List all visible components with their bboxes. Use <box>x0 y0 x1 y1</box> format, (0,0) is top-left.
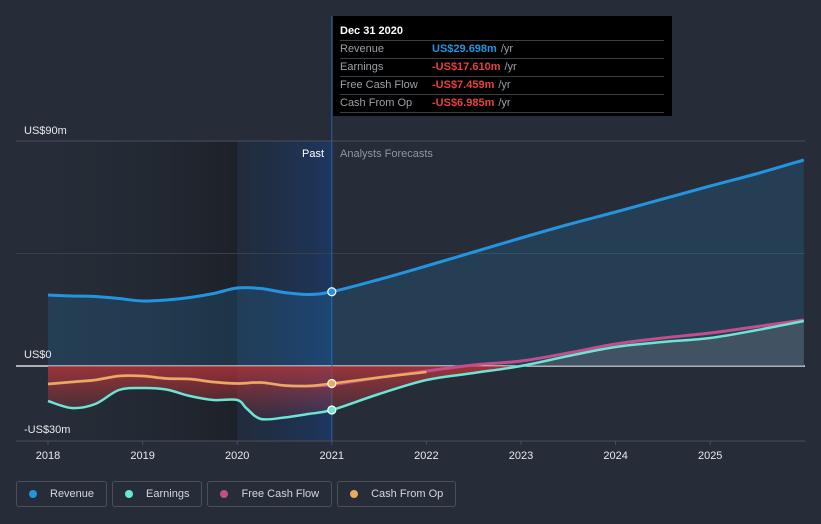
x-tick-label: 2023 <box>509 450 533 462</box>
tooltip-date: Dec 31 2020 <box>340 24 664 41</box>
cash-from-op-marker <box>327 378 337 389</box>
legend: Revenue Earnings Free Cash Flow Cash Fro… <box>16 481 457 507</box>
tooltip-row-unit: /yr <box>498 79 511 91</box>
forecast-label: Analysts Forecasts <box>340 148 433 160</box>
chart-area: US$90m US$0 -US$30m Past Analysts Foreca… <box>16 16 805 462</box>
y-tick-label: US$90m <box>24 125 67 137</box>
tooltip-row-earnings: Earnings -US$17.610m /yr <box>340 59 664 77</box>
legend-dot-icon <box>29 490 37 498</box>
tooltip-row-free-cash-flow: Free Cash Flow -US$7.459m /yr <box>340 77 664 95</box>
tooltip-row-unit: /yr <box>504 61 517 73</box>
x-tick-label: 2019 <box>130 450 154 462</box>
earnings-marker <box>327 405 337 415</box>
legend-label: Free Cash Flow <box>241 488 320 500</box>
positive-earnings-area <box>521 321 804 366</box>
x-tick-label: 2018 <box>36 450 60 462</box>
earnings-line <box>47 319 805 421</box>
tooltip-row-value: -US$6.985m <box>432 97 495 109</box>
cash-from-op-line <box>47 370 427 388</box>
x-tick-label: 2022 <box>414 450 438 462</box>
y-tick-label: -US$30m <box>24 424 70 436</box>
legend-item-free-cash-flow[interactable]: Free Cash Flow <box>207 481 333 507</box>
x-tick-label: 2020 <box>225 450 249 462</box>
tooltip: Dec 31 2020 Revenue US$29.698m /yr Earni… <box>333 16 672 116</box>
tooltip-row-unit: /yr <box>500 43 514 55</box>
x-tick-label: 2025 <box>698 450 722 462</box>
tooltip-row-cash-from-op: Cash From Op -US$6.985m /yr <box>340 95 664 113</box>
legend-label: Revenue <box>50 488 95 500</box>
revenue-line <box>47 158 805 303</box>
legend-item-cash-from-op[interactable]: Cash From Op <box>337 481 457 507</box>
x-tick-label: 2021 <box>320 450 344 462</box>
tooltip-row-unit: /yr <box>498 97 511 109</box>
x-tick-label: 2024 <box>603 450 627 462</box>
legend-dot-icon <box>220 490 229 498</box>
tooltip-row-value: -US$17.610m <box>432 61 501 73</box>
legend-label: Cash From Op <box>371 488 444 500</box>
tooltip-row-label: Free Cash Flow <box>340 79 418 91</box>
tooltip-row-label: Earnings <box>340 61 384 73</box>
legend-dot-icon <box>125 490 134 498</box>
tooltip-row-value: US$29.698m <box>432 43 497 55</box>
legend-item-earnings[interactable]: Earnings <box>112 481 203 507</box>
y-tick-label: US$0 <box>24 349 52 361</box>
tooltip-row-value: -US$7.459m <box>432 79 495 91</box>
tooltip-row-revenue: Revenue US$29.698m /yr <box>340 41 664 59</box>
tooltip-row-label: Cash From Op <box>340 97 413 109</box>
legend-item-revenue[interactable]: Revenue <box>16 481 108 507</box>
legend-label: Earnings <box>146 488 190 500</box>
tooltip-row-label: Revenue <box>340 43 385 55</box>
legend-dot-icon <box>350 490 359 498</box>
revenue-area <box>48 160 804 366</box>
past-label: Past <box>302 148 324 160</box>
revenue-marker <box>327 287 337 297</box>
